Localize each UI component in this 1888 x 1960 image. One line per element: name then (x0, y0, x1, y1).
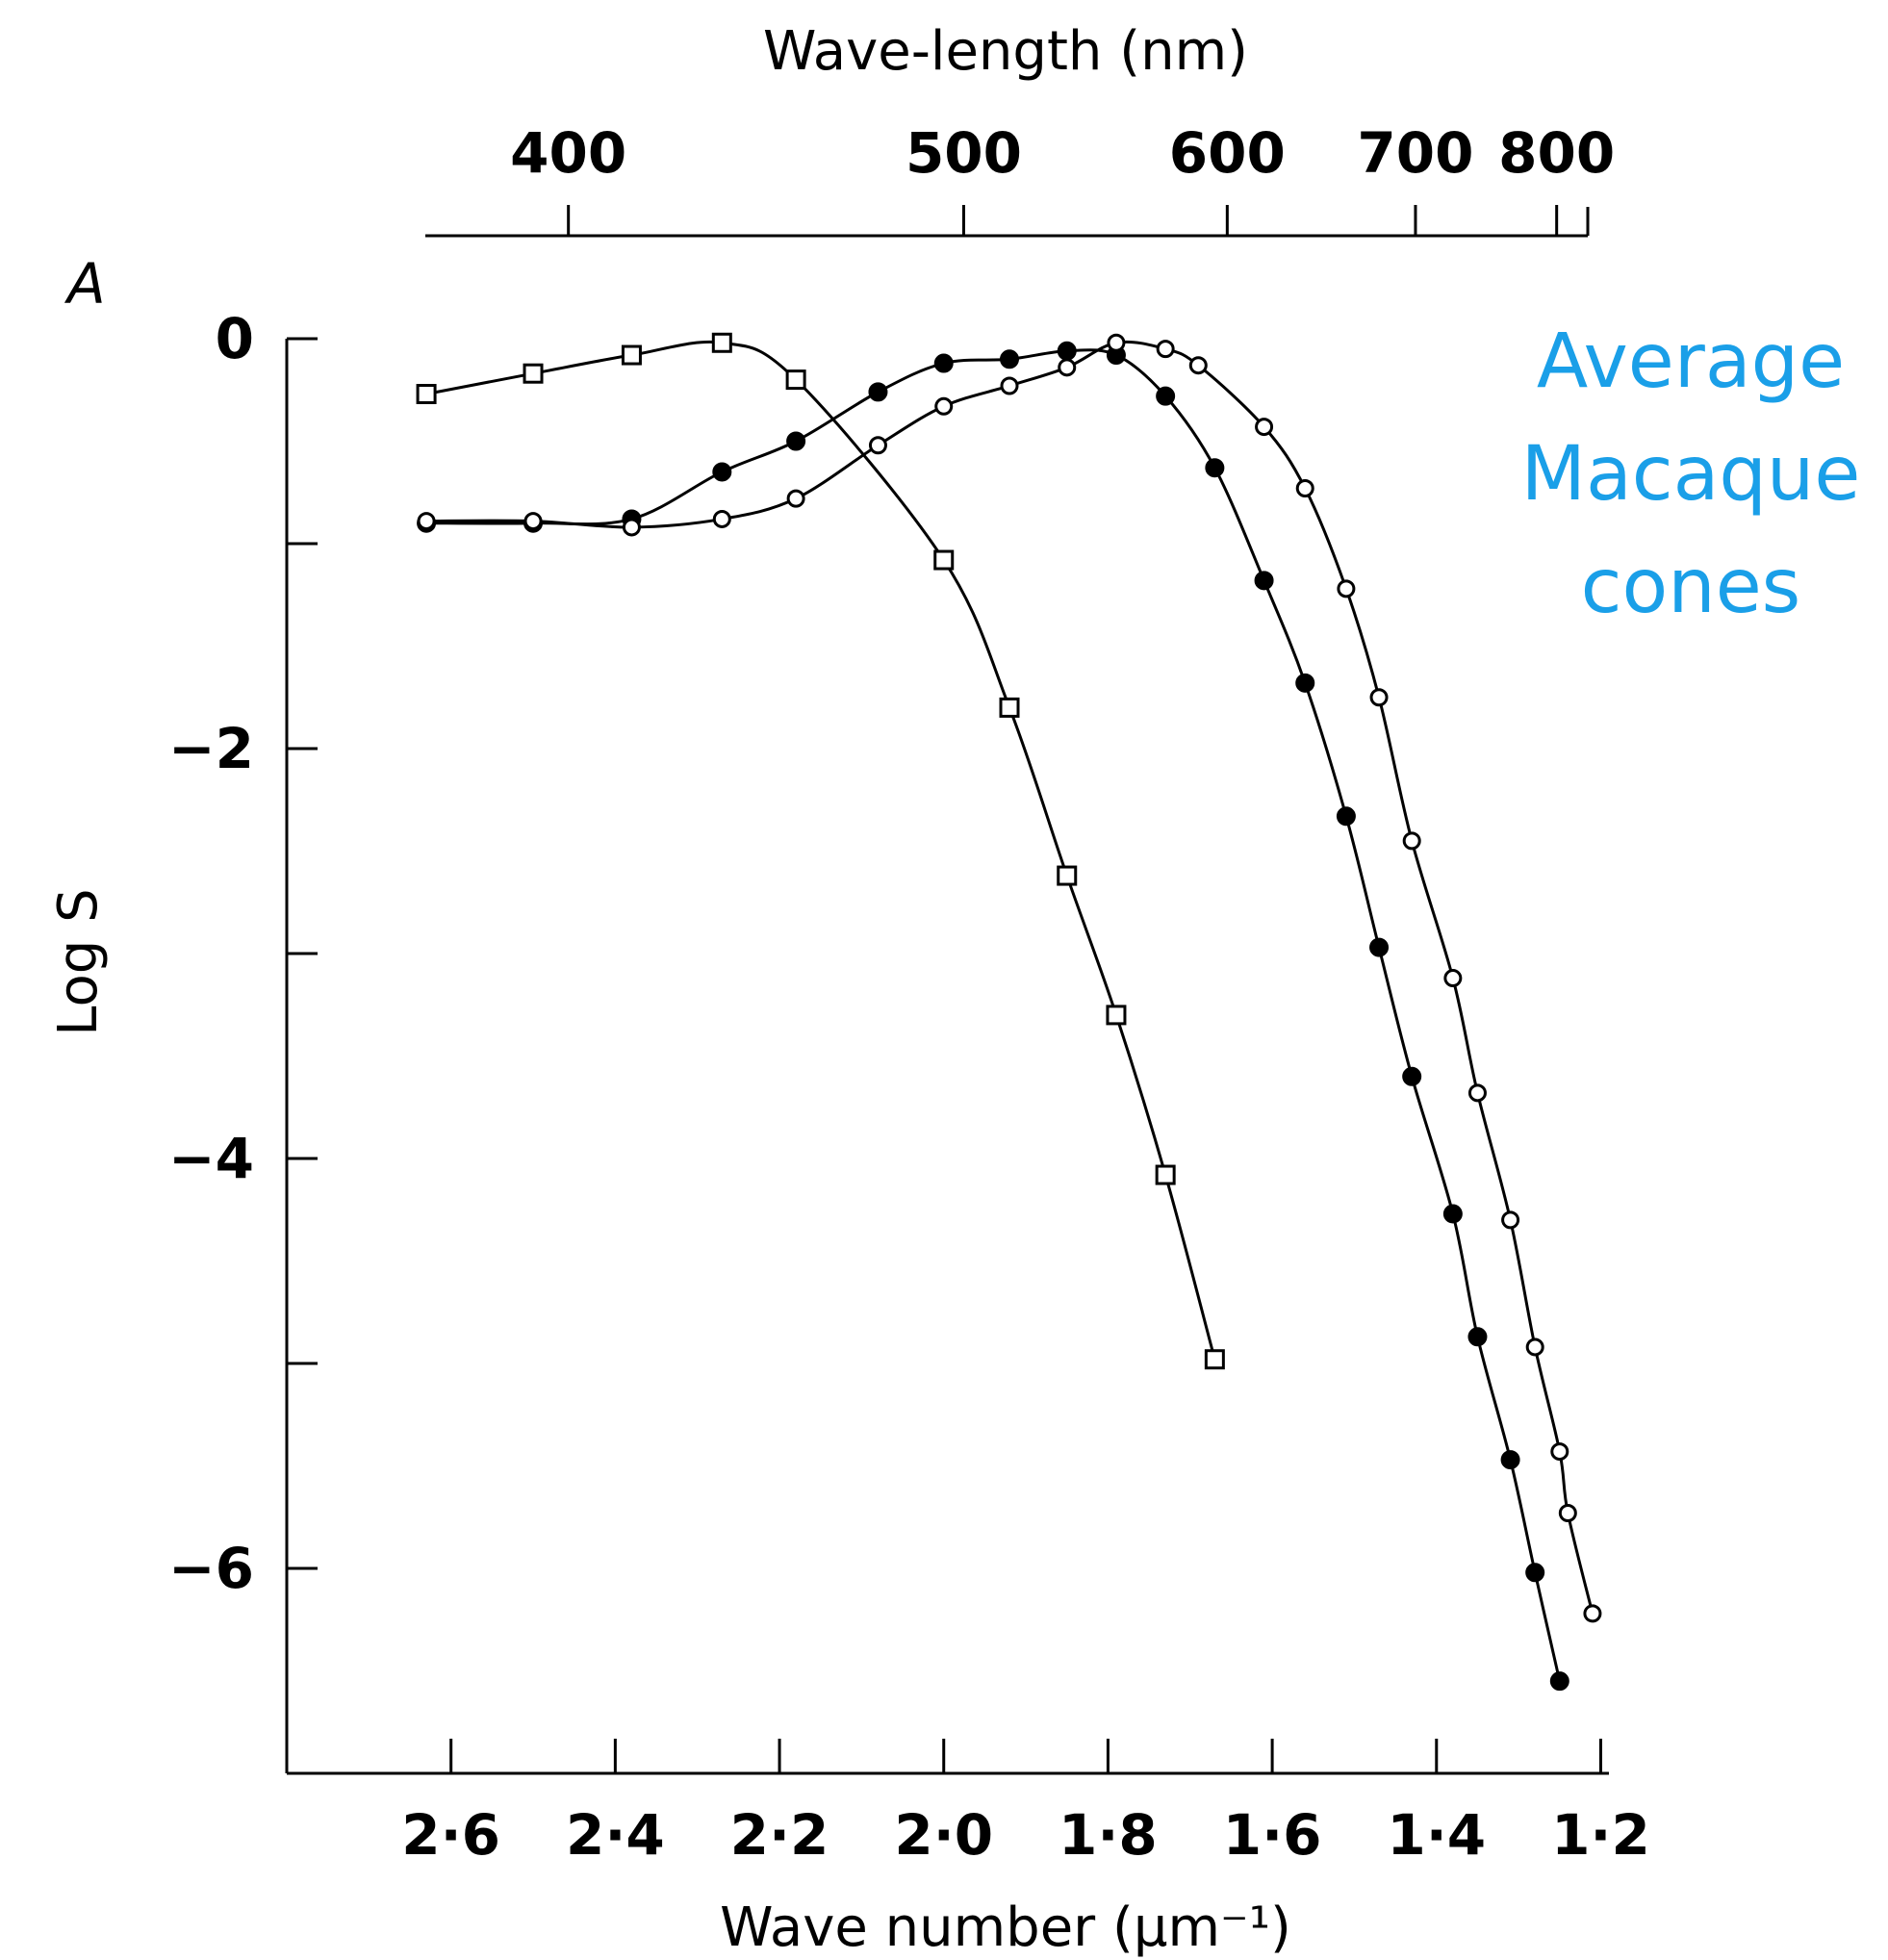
data-point (1295, 673, 1315, 693)
data-point (1558, 1503, 1577, 1522)
data-point (1254, 571, 1274, 591)
x2-tick-label: 700 (1357, 120, 1473, 186)
data-point (1442, 1204, 1463, 1224)
x-tick-label: 1·4 (1387, 1802, 1486, 1868)
data-point (999, 697, 1020, 718)
annotation-line: Macaque (1521, 431, 1861, 518)
x-tick-label: 2·2 (730, 1802, 829, 1868)
x-tick-label: 2·4 (566, 1802, 665, 1868)
data-point (621, 344, 642, 366)
data-point (1058, 358, 1077, 377)
data-point (1295, 478, 1314, 497)
data-point (1525, 1337, 1544, 1357)
data-point (712, 509, 731, 528)
data-point (933, 353, 954, 373)
x-tick-label: 2·0 (894, 1802, 993, 1868)
data-point (1369, 937, 1390, 957)
data-point (1583, 1604, 1602, 1623)
x-tick-label: 2·6 (401, 1802, 500, 1868)
y-tick-label: 0 (216, 306, 254, 371)
series-curve (426, 340, 1595, 1615)
data-point (934, 396, 954, 416)
data-point (1402, 1066, 1422, 1086)
axes (285, 205, 1609, 1775)
y-tick-label: −2 (168, 716, 254, 781)
data-point (1155, 1164, 1176, 1185)
data-point (712, 462, 732, 482)
data-point (417, 512, 436, 531)
series-points (416, 332, 1225, 1370)
data-point (1107, 333, 1126, 352)
data-point (1336, 806, 1356, 827)
data-point (1000, 349, 1020, 369)
data-point (1337, 579, 1356, 598)
x2-tick-label: 600 (1169, 120, 1286, 186)
x-tick-label: 1·8 (1059, 1802, 1158, 1868)
data-point (1205, 458, 1225, 478)
data-point (1156, 340, 1175, 359)
data-points (416, 332, 1602, 1692)
data-point (1106, 1005, 1127, 1026)
data-point (933, 549, 955, 571)
x-axis-title: Wave number (μm⁻¹) (720, 1896, 1291, 1959)
data-point (523, 363, 544, 384)
annotation-line: Average (1537, 318, 1845, 405)
data-point (786, 431, 806, 451)
x2-tick-label: 500 (906, 120, 1022, 186)
data-point (1057, 341, 1077, 361)
x-tick-label: 1·6 (1223, 1802, 1322, 1868)
y-axis-title: Log S (47, 888, 110, 1035)
fitted-curves (425, 340, 1595, 1682)
data-point (1057, 865, 1078, 886)
data-point (1443, 969, 1463, 988)
data-point (622, 518, 641, 537)
series-curve (426, 348, 1562, 1682)
x-tick-label: 1·2 (1551, 1802, 1650, 1868)
data-point (786, 489, 805, 508)
data-point (1501, 1210, 1520, 1230)
y-tick-label: −4 (168, 1126, 254, 1191)
data-point (1369, 688, 1389, 707)
data-point (868, 436, 887, 455)
data-point (1255, 418, 1274, 437)
data-point (1525, 1563, 1545, 1583)
data-point (1549, 1671, 1569, 1692)
data-point (523, 512, 543, 531)
data-point (1000, 376, 1019, 395)
y-tick-label: −6 (168, 1536, 254, 1601)
data-point (868, 382, 888, 402)
data-point (785, 369, 806, 391)
data-point (1188, 356, 1208, 375)
series-curve (425, 340, 1216, 1361)
data-point (1550, 1442, 1569, 1462)
panel-label: A (64, 251, 106, 317)
data-point (711, 332, 732, 353)
data-point (1156, 386, 1176, 406)
x2-tick-label: 400 (510, 120, 626, 186)
data-point (1467, 1083, 1487, 1103)
x2-axis-title: Wave-length (nm) (763, 20, 1248, 83)
data-point (1500, 1450, 1520, 1470)
data-point (1204, 1349, 1225, 1370)
x2-tick-label: 800 (1498, 120, 1615, 186)
chart-labels: 0 −2 −4 −6 2·6 2·4 2·2 2·0 1·8 1·6 1·4 1·2 400 500 600… (47, 20, 1860, 1959)
series-points (417, 333, 1602, 1623)
data-point (1467, 1327, 1488, 1347)
data-point (1402, 831, 1421, 851)
annotation-line: cones (1581, 544, 1801, 630)
data-point (416, 384, 437, 405)
